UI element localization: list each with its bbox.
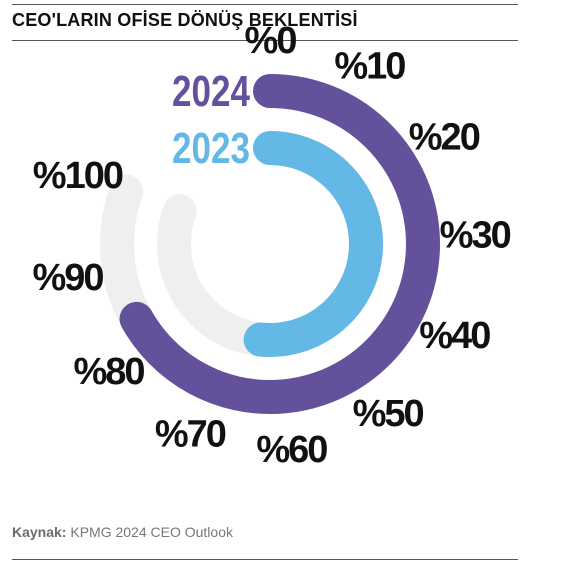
- tick-label: %60: [256, 429, 327, 471]
- tick-label: %30: [440, 214, 511, 256]
- tick-label: %20: [409, 116, 480, 158]
- top-rule: [12, 4, 518, 5]
- chart-title: CEO'LARIN OFİSE DÖNÜŞ BEKLENTİSİ: [12, 10, 358, 30]
- tick-label: %70: [155, 414, 226, 456]
- tick-label: %0: [245, 20, 297, 62]
- series-label-2024: 2024: [172, 67, 250, 116]
- tick-label: %10: [334, 46, 405, 88]
- tick-label: %90: [32, 257, 103, 299]
- source-text: KPMG 2024 CEO Outlook: [70, 524, 233, 540]
- series-label-2023: 2023: [172, 124, 250, 173]
- source-label: Kaynak:: [12, 524, 67, 540]
- tick-label: %50: [353, 393, 424, 435]
- title-rule: [12, 40, 518, 41]
- tick-label: %40: [419, 315, 490, 357]
- tick-label: %80: [73, 351, 144, 393]
- tick-label: %100: [33, 155, 123, 197]
- radial-chart: 2024 2023 %0 %10%20 %30 %40 %50 %60 %70 %80 %90 %1…: [32, 20, 512, 471]
- bar-2023: [243, 131, 384, 357]
- bottom-rule: [12, 559, 518, 560]
- source-note: Kaynak: KPMG 2024 CEO Outlook: [12, 524, 233, 540]
- bar-2024: [119, 74, 440, 414]
